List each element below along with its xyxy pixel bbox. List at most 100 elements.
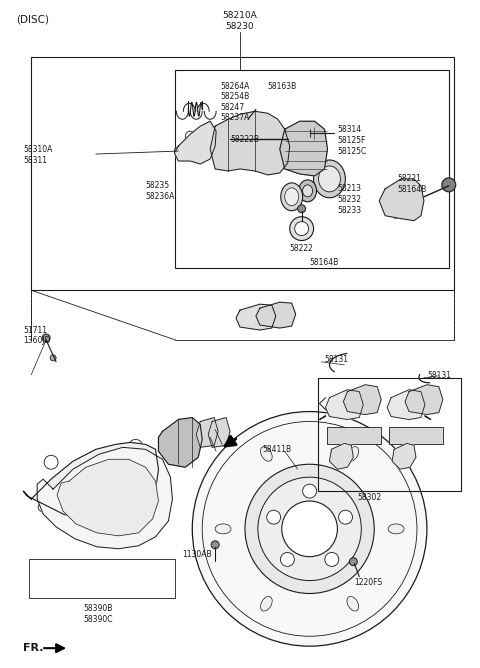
Ellipse shape xyxy=(261,597,272,611)
Bar xyxy=(175,69,449,269)
Ellipse shape xyxy=(261,447,272,462)
Polygon shape xyxy=(256,302,296,328)
Circle shape xyxy=(211,541,219,548)
Text: 58222B: 58222B xyxy=(230,135,259,144)
Text: 58131: 58131 xyxy=(324,355,348,364)
Circle shape xyxy=(442,178,456,192)
Circle shape xyxy=(258,477,361,580)
Circle shape xyxy=(185,131,195,141)
Polygon shape xyxy=(210,112,290,175)
Ellipse shape xyxy=(347,597,359,611)
Bar xyxy=(29,558,175,599)
Text: 58233: 58233 xyxy=(337,206,361,215)
Polygon shape xyxy=(379,179,424,220)
Text: 58390C: 58390C xyxy=(83,615,112,624)
Text: 58247: 58247 xyxy=(220,103,244,112)
Text: 58264A: 58264A xyxy=(220,82,250,91)
Circle shape xyxy=(42,334,50,342)
Circle shape xyxy=(44,456,58,469)
Text: (DISC): (DISC) xyxy=(16,15,49,25)
Ellipse shape xyxy=(299,180,316,202)
Circle shape xyxy=(174,147,182,155)
Circle shape xyxy=(217,143,233,159)
Circle shape xyxy=(298,205,306,212)
Text: 58164B: 58164B xyxy=(310,258,339,267)
Text: 1360JD: 1360JD xyxy=(23,337,51,345)
Circle shape xyxy=(290,216,313,240)
Text: 58411B: 58411B xyxy=(262,445,291,454)
Text: 58221: 58221 xyxy=(397,174,421,184)
Circle shape xyxy=(251,311,265,325)
Bar xyxy=(389,428,443,444)
Text: 58213: 58213 xyxy=(337,184,361,193)
Text: 58125C: 58125C xyxy=(337,146,367,156)
Bar xyxy=(318,377,461,491)
Text: 58302: 58302 xyxy=(357,492,381,502)
Ellipse shape xyxy=(281,183,302,210)
Circle shape xyxy=(267,510,281,524)
Polygon shape xyxy=(57,460,158,536)
Circle shape xyxy=(85,525,93,533)
Circle shape xyxy=(129,440,143,454)
Text: 1220FS: 1220FS xyxy=(354,578,383,587)
Circle shape xyxy=(244,116,252,123)
Text: 58230: 58230 xyxy=(226,22,254,31)
Text: 58311: 58311 xyxy=(23,156,47,164)
Polygon shape xyxy=(325,389,363,420)
Circle shape xyxy=(302,484,316,498)
Circle shape xyxy=(245,464,374,593)
Circle shape xyxy=(338,510,352,524)
Circle shape xyxy=(357,393,371,407)
Circle shape xyxy=(306,129,313,137)
Text: 58232: 58232 xyxy=(337,195,361,204)
Polygon shape xyxy=(387,389,425,420)
Ellipse shape xyxy=(313,160,346,198)
Text: 1130AB: 1130AB xyxy=(182,550,212,559)
Polygon shape xyxy=(343,385,381,415)
Circle shape xyxy=(391,185,403,197)
Polygon shape xyxy=(174,121,216,164)
Ellipse shape xyxy=(215,524,231,534)
Text: 58390B: 58390B xyxy=(83,604,112,613)
Circle shape xyxy=(391,206,403,218)
Circle shape xyxy=(349,558,357,566)
Text: 58314: 58314 xyxy=(337,125,361,134)
Circle shape xyxy=(50,355,56,361)
Polygon shape xyxy=(196,418,218,448)
Polygon shape xyxy=(208,418,230,448)
Circle shape xyxy=(419,393,433,407)
Ellipse shape xyxy=(388,524,404,534)
Polygon shape xyxy=(392,444,416,469)
Ellipse shape xyxy=(347,447,359,462)
Ellipse shape xyxy=(319,166,340,192)
Text: 58131: 58131 xyxy=(427,371,451,380)
Circle shape xyxy=(38,502,48,512)
Text: 58163B: 58163B xyxy=(268,82,297,91)
Circle shape xyxy=(147,484,157,494)
Text: 58164B: 58164B xyxy=(397,185,426,194)
Text: 58235: 58235 xyxy=(145,182,169,190)
Ellipse shape xyxy=(302,185,312,197)
Text: 58236A: 58236A xyxy=(145,192,175,201)
Circle shape xyxy=(77,465,85,473)
Bar xyxy=(31,57,454,291)
Ellipse shape xyxy=(285,188,299,206)
Text: FR.: FR. xyxy=(23,643,44,653)
Text: 58254B: 58254B xyxy=(220,92,250,101)
Bar xyxy=(327,428,381,444)
Circle shape xyxy=(280,552,294,566)
Circle shape xyxy=(325,552,339,566)
Polygon shape xyxy=(23,442,158,525)
Text: 58237A: 58237A xyxy=(220,113,250,122)
Polygon shape xyxy=(329,444,353,469)
Polygon shape xyxy=(236,304,276,330)
Polygon shape xyxy=(158,418,202,467)
Polygon shape xyxy=(405,385,443,415)
Circle shape xyxy=(137,525,144,533)
Circle shape xyxy=(192,411,427,646)
Polygon shape xyxy=(280,121,327,176)
Text: 58310A: 58310A xyxy=(23,144,53,154)
Text: 58222: 58222 xyxy=(290,244,313,253)
Text: 58210A: 58210A xyxy=(223,11,257,20)
Circle shape xyxy=(271,309,285,323)
